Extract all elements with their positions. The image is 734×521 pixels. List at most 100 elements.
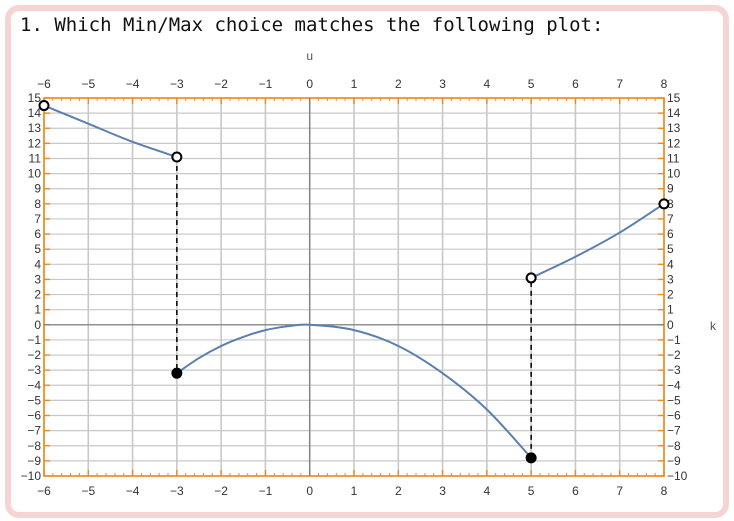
- y-tick-label-right: −9: [667, 454, 681, 468]
- y-tick-label-left: 4: [34, 257, 41, 271]
- y-tick-label-right: 6: [667, 227, 674, 241]
- y-tick-label-right: 15: [667, 91, 681, 105]
- y-tick-label-left: 3: [34, 272, 41, 286]
- y-tick-label-left: −5: [27, 393, 41, 407]
- curve-segment: [530, 203, 665, 279]
- y-tick-label-left: 11: [29, 151, 42, 165]
- x-tick-label-bottom: −4: [126, 484, 140, 498]
- open-endpoint: [658, 198, 670, 210]
- y-tick-label-right: 7: [667, 212, 674, 226]
- open-endpoint: [525, 272, 537, 284]
- x-tick-label-top: 5: [528, 77, 535, 91]
- x-tick-label-top: −5: [81, 77, 95, 91]
- y-tick-label-left: −10: [21, 469, 42, 483]
- open-endpoint: [171, 151, 183, 163]
- y-tick-label-right: 14: [667, 106, 681, 120]
- x-tick-label-top: −1: [259, 77, 273, 91]
- curve-segment: [176, 323, 532, 459]
- y-tick-label-left: −8: [27, 439, 41, 453]
- x-tick-label-top: 7: [616, 77, 623, 91]
- x-tick-label-bottom: 2: [395, 484, 402, 498]
- y-tick-label-right: −7: [667, 424, 681, 438]
- x-tick-label-bottom: −6: [37, 484, 51, 498]
- x-tick-label-bottom: 8: [661, 484, 668, 498]
- y-tick-label-right: 1: [667, 303, 674, 317]
- y-tick-label-right: −6: [667, 409, 681, 423]
- y-tick-label-right: −3: [667, 363, 681, 377]
- y-tick-label-left: 10: [28, 167, 42, 181]
- y-tick-label-right: 12: [667, 136, 681, 150]
- y-tick-label-right: 9: [667, 182, 674, 196]
- y-tick-label-right: 3: [667, 272, 674, 286]
- x-tick-label-top: 1: [351, 77, 358, 91]
- grid: [43, 97, 665, 477]
- x-tick-label-top: 2: [395, 77, 402, 91]
- axes: [44, 98, 664, 476]
- x-tick-label-top: −4: [126, 77, 140, 91]
- y-tick-label-left: 7: [34, 212, 41, 226]
- x-tick-label-bottom: −2: [214, 484, 228, 498]
- y-tick-label-right: −5: [667, 393, 681, 407]
- x-tick-label-top: 0: [306, 77, 313, 91]
- y-tick-label-left: −1: [27, 333, 41, 347]
- y-tick-label-right: 11: [667, 151, 680, 165]
- y-tick-label-right: −1: [667, 333, 681, 347]
- x-tick-label-bottom: 0: [306, 484, 313, 498]
- y-tick-label-left: 14: [28, 106, 42, 120]
- x-tick-label-bottom: 4: [484, 484, 491, 498]
- y-tick-label-left: −2: [27, 348, 41, 362]
- x-tick-label-bottom: 7: [616, 484, 623, 498]
- y-tick-label-right: 13: [667, 121, 681, 135]
- x-tick-label-bottom: 6: [572, 484, 579, 498]
- y-tick-label-left: 2: [34, 288, 41, 302]
- x-tick-label-bottom: 1: [351, 484, 358, 498]
- y-tick-label-left: 15: [28, 91, 42, 105]
- question-card: [5, 5, 729, 518]
- y-tick-label-left: −3: [27, 363, 41, 377]
- x-tick-label-top: 8: [661, 77, 668, 91]
- y-tick-label-right: 2: [667, 288, 674, 302]
- y-axis-label: u: [306, 49, 313, 63]
- x-tick-label-top: −6: [37, 77, 51, 91]
- x-tick-label-top: −3: [170, 77, 184, 91]
- y-tick-label-left: −4: [27, 378, 41, 392]
- open-endpoint: [38, 100, 50, 112]
- y-tick-label-left: 5: [34, 242, 41, 256]
- y-tick-label-right: 0: [667, 318, 674, 332]
- y-tick-label-left: −7: [27, 424, 41, 438]
- plot-frame: [43, 97, 665, 477]
- x-tick-label-bottom: 3: [439, 484, 446, 498]
- question-text: 1. Which Min/Max choice matches the foll…: [20, 14, 604, 36]
- y-tick-label-right: 4: [667, 257, 674, 271]
- x-tick-label-top: 4: [484, 77, 491, 91]
- endpoints: [38, 100, 670, 464]
- y-tick-label-left: −6: [27, 409, 41, 423]
- x-tick-label-top: 6: [572, 77, 579, 91]
- x-tick-label-top: −2: [214, 77, 228, 91]
- y-tick-label-right: −8: [667, 439, 681, 453]
- x-tick-label-bottom: −1: [259, 484, 273, 498]
- y-tick-label-left: 6: [34, 227, 41, 241]
- y-tick-label-left: 8: [34, 197, 41, 211]
- closed-endpoint: [171, 367, 183, 379]
- x-axis-label: k: [710, 319, 717, 333]
- y-tick-label-left: 9: [34, 182, 41, 196]
- x-tick-label-bottom: 5: [528, 484, 535, 498]
- y-tick-label-left: −9: [27, 454, 41, 468]
- y-tick-label-left: 13: [28, 121, 42, 135]
- jump-lines: [176, 156, 532, 458]
- y-tick-label-right: −10: [667, 469, 688, 483]
- curve-segment: [43, 104, 178, 158]
- closed-endpoint: [525, 452, 537, 464]
- y-tick-label-left: 12: [28, 136, 42, 150]
- y-tick-label-right: −2: [667, 348, 681, 362]
- y-tick-label-left: 0: [34, 318, 41, 332]
- y-tick-label-right: −4: [667, 378, 681, 392]
- y-tick-label-left: 1: [34, 303, 41, 317]
- curves: [43, 104, 665, 459]
- y-tick-label-right: 10: [667, 167, 681, 181]
- tick-labels: −6−6−5−5−4−4−3−3−2−2−1−10011223344556677…: [21, 77, 688, 498]
- y-tick-label-right: 5: [667, 242, 674, 256]
- y-tick-label-right: 8: [667, 197, 674, 211]
